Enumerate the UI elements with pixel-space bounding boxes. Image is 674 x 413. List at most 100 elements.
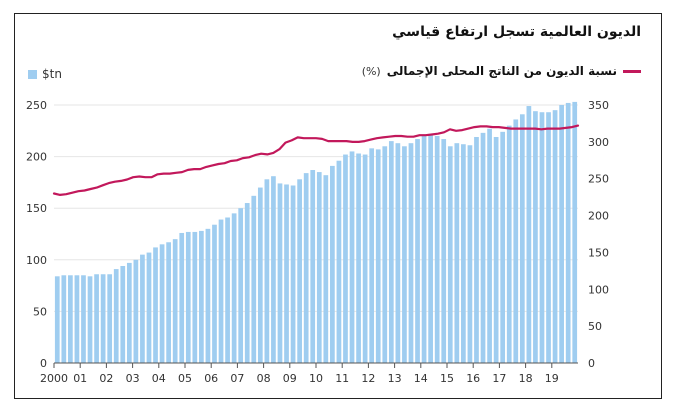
bar [539, 112, 545, 363]
bar [225, 217, 230, 363]
bar [519, 114, 525, 364]
bar [552, 110, 558, 363]
bar [257, 187, 263, 363]
bar [61, 275, 67, 363]
bar [559, 105, 564, 363]
x-tick-label: 13 [388, 372, 402, 385]
y-left-tick-label: 200 [26, 151, 47, 164]
x-tick-label: 01 [73, 372, 87, 385]
bar [395, 143, 401, 363]
bar [421, 135, 427, 363]
x-tick-label: 16 [466, 372, 480, 385]
bar [303, 173, 309, 363]
bar [113, 269, 119, 363]
bar [192, 231, 198, 363]
bar [428, 133, 433, 363]
x-tick-label: 02 [99, 372, 113, 385]
y-right-tick-label: 150 [588, 246, 609, 259]
chart-title: الديون العالمية تسجل ارتفاع قياسي [392, 24, 641, 40]
bar [546, 112, 551, 363]
bar [179, 232, 185, 363]
bar [185, 231, 191, 363]
bar [94, 274, 99, 363]
x-tick-label: 09 [283, 372, 297, 385]
y-right-tick-label: 250 [588, 173, 609, 186]
y-right-tick-label: 50 [588, 320, 602, 333]
bar [120, 265, 126, 363]
bar [238, 208, 244, 363]
bar [369, 148, 375, 363]
x-tick-label: 06 [204, 372, 218, 385]
y-left-tick-label: 100 [26, 254, 47, 267]
bar [565, 102, 571, 363]
bar [199, 230, 204, 363]
y-left-tick-label: 250 [26, 99, 47, 112]
x-tick-label: 15 [440, 372, 454, 385]
bar [336, 160, 342, 363]
bar [382, 146, 388, 363]
bar [513, 119, 519, 363]
legend-line-unit: (%) [361, 64, 381, 78]
bar [526, 106, 532, 364]
bar [166, 242, 171, 363]
y-right-tick-label: 100 [588, 283, 609, 296]
y-left-tick-label: 50 [33, 305, 47, 318]
x-tick-label: 07 [230, 372, 244, 385]
bar [100, 274, 106, 363]
bar [362, 154, 368, 363]
bar [264, 179, 270, 363]
x-tick-label: 14 [414, 372, 428, 385]
bar [500, 131, 506, 363]
bar [146, 252, 152, 363]
x-tick-label: 11 [335, 372, 349, 385]
legend-line-label: نسبة الديون من الناتج المحلى الإجمالى [386, 64, 617, 78]
bar [218, 219, 224, 363]
bar [271, 176, 276, 363]
x-tick-label: 18 [519, 372, 533, 385]
bar [388, 141, 394, 363]
bar [316, 172, 322, 363]
debt-to-gdp-line [52, 124, 580, 196]
bar [467, 145, 473, 363]
bar [480, 132, 486, 363]
legend-line-swatch [623, 69, 641, 73]
bar [74, 275, 80, 363]
bar [140, 254, 145, 363]
bar [533, 111, 538, 363]
bar [493, 136, 499, 363]
y-right-tick-label: 0 [588, 357, 595, 370]
bar [159, 244, 165, 363]
bar [441, 139, 447, 363]
bar [277, 183, 283, 363]
bar [81, 275, 86, 363]
x-tick-label: 2000 [40, 372, 68, 385]
legend-line-series: نسبة الديون من الناتج المحلى الإجمالى (%… [362, 64, 641, 78]
bar [454, 143, 460, 363]
x-tick-label: 08 [257, 372, 271, 385]
x-tick-label: 19 [545, 372, 559, 385]
bar [172, 239, 178, 363]
bar [107, 274, 113, 363]
bar [356, 153, 361, 363]
bar [349, 151, 355, 363]
x-tick-label: 04 [152, 372, 166, 385]
bar [375, 149, 381, 363]
bar [330, 165, 335, 363]
bar [402, 146, 407, 363]
bar [251, 195, 257, 363]
bar [54, 276, 60, 363]
bar [415, 139, 420, 363]
x-tick-label: 10 [309, 372, 323, 385]
bar [231, 213, 237, 363]
bar [290, 185, 296, 363]
x-tick-label: 17 [492, 372, 506, 385]
bar [212, 224, 217, 363]
y-left-tick-label: 0 [40, 357, 47, 370]
bar [205, 228, 211, 363]
y-left-tick-label: 150 [26, 202, 47, 215]
bar [572, 101, 578, 364]
legend-bar-series: $tn [28, 67, 62, 81]
bar [434, 135, 440, 363]
bar [310, 170, 316, 363]
legend-bar-label: $tn [42, 67, 62, 81]
